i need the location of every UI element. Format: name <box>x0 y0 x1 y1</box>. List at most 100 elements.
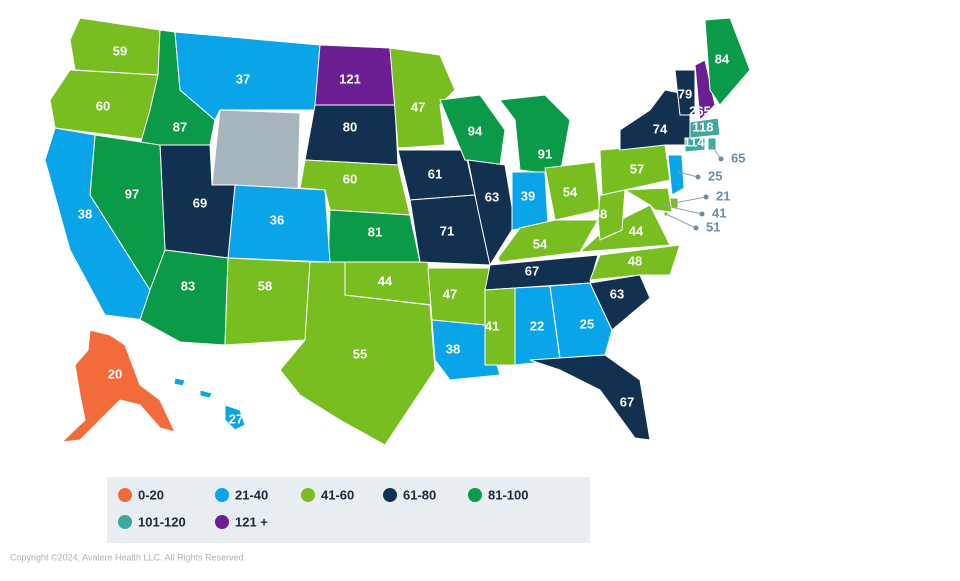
state-value: 54 <box>533 236 548 251</box>
callout-line <box>673 196 707 204</box>
state-value: 59 <box>113 43 127 58</box>
state-value: 44 <box>378 273 393 288</box>
state <box>211 109 301 191</box>
state-value: 54 <box>563 184 578 199</box>
state-value: 61 <box>428 166 442 181</box>
state-value: 63 <box>610 286 624 301</box>
state-value: 114 <box>684 134 706 149</box>
state-value: 87 <box>173 119 187 134</box>
state-value: 20 <box>108 366 122 381</box>
state <box>689 117 721 139</box>
state-value: 44 <box>629 223 644 238</box>
legend-label: 0-20 <box>138 487 164 502</box>
state-value: 69 <box>193 195 207 210</box>
state-labels: 59 60 87 37 121 80 60 81 36 69 97 38 83 58 55 44 47 61 71 4… <box>78 43 746 426</box>
state <box>707 137 717 151</box>
state-value: 83 <box>181 278 195 293</box>
state-value: 57 <box>630 161 644 176</box>
state-value: 84 <box>715 51 730 66</box>
state-value: 38 <box>78 206 92 221</box>
state-value: 65 <box>731 150 745 165</box>
callout-dot <box>695 174 701 180</box>
state-value: 121 <box>339 71 361 86</box>
callout-dot <box>718 156 724 162</box>
state <box>199 389 213 399</box>
state-value: 36 <box>270 212 284 227</box>
state-value: 60 <box>96 98 110 113</box>
state-value: 118 <box>693 119 714 134</box>
state <box>439 94 506 166</box>
legend: 0-20 21-40 41-60 61-80 81-100 101-120 121 + <box>118 487 528 529</box>
state-value: 58 <box>258 278 272 293</box>
legend-label: 81-100 <box>488 487 528 502</box>
state <box>173 377 186 387</box>
legend-label: 61-80 <box>403 487 436 502</box>
state <box>597 189 626 241</box>
state <box>49 69 159 141</box>
state <box>549 282 613 359</box>
legend-label: 101-120 <box>138 514 186 529</box>
state-value: 41 <box>712 205 726 220</box>
state <box>431 319 501 381</box>
state <box>224 404 246 431</box>
state-value: 48 <box>628 253 642 268</box>
state-value: 38 <box>446 341 460 356</box>
state <box>60 329 176 443</box>
state-value: 265 <box>689 103 711 118</box>
legend-swatch <box>215 515 229 529</box>
callout-dot <box>693 225 699 231</box>
state <box>467 159 516 267</box>
state <box>304 104 399 166</box>
legend-label: 121 + <box>235 514 268 529</box>
callout-dot <box>699 211 705 217</box>
state-value: 25 <box>708 168 722 183</box>
state-value: 91 <box>538 146 552 161</box>
state <box>674 69 696 116</box>
legend-swatch <box>383 488 397 502</box>
legend-swatch <box>301 488 315 502</box>
state-value: 80 <box>343 119 357 134</box>
legend-box <box>107 477 590 543</box>
states <box>44 17 751 446</box>
legend-swatch <box>468 488 482 502</box>
state-value: 21 <box>716 188 730 203</box>
legend-swatch <box>118 515 132 529</box>
state <box>704 17 751 106</box>
state-value: 67 <box>525 263 539 278</box>
state-value: 27 <box>229 411 243 426</box>
state-value: 37 <box>236 71 250 86</box>
state <box>623 187 673 213</box>
state-value: 41 <box>485 318 499 333</box>
state <box>589 244 681 281</box>
legend-label: 21-40 <box>235 487 268 502</box>
state-value: 22 <box>530 318 544 333</box>
callout-line <box>711 145 722 160</box>
state-value: 63 <box>485 189 499 204</box>
state <box>529 354 651 441</box>
state <box>589 274 651 331</box>
state <box>684 137 706 153</box>
state-value: 47 <box>443 286 457 301</box>
state <box>389 47 456 149</box>
state <box>224 257 311 346</box>
state-value: 74 <box>653 121 668 136</box>
state <box>499 94 571 176</box>
state-value: 55 <box>353 346 367 361</box>
state-value: 60 <box>343 171 357 186</box>
state-value: 79 <box>678 86 692 101</box>
legend-label: 41-60 <box>321 487 354 502</box>
callout-line <box>665 213 697 229</box>
state-value: 97 <box>125 186 139 201</box>
legend-swatch <box>215 488 229 502</box>
state <box>694 59 716 122</box>
callout-line <box>661 204 703 215</box>
state-value: 71 <box>440 223 454 238</box>
state <box>667 154 685 196</box>
state-value: 81 <box>368 224 382 239</box>
state-value: 58 <box>593 206 607 221</box>
state-value: 51 <box>706 219 720 234</box>
state-value: 39 <box>521 188 535 203</box>
state-value: 94 <box>468 123 483 138</box>
callout-dot <box>703 194 709 200</box>
